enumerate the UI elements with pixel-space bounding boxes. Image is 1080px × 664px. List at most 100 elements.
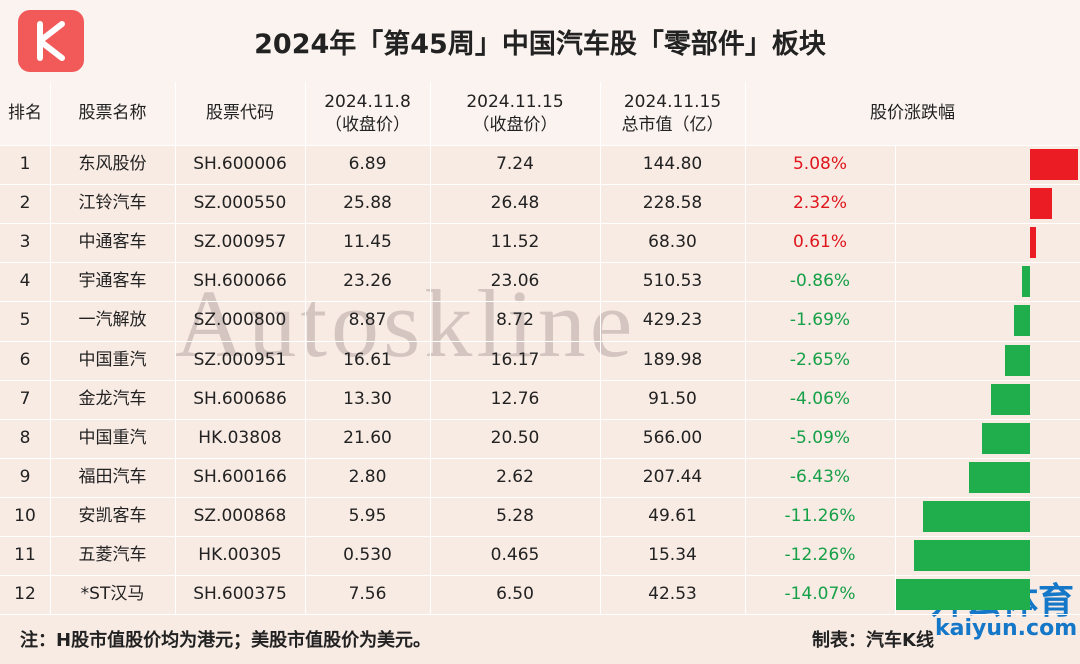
table-cell: 26.48 — [490, 193, 540, 214]
site-watermark: kaiyun.com — [935, 616, 1078, 641]
row-divider — [0, 145, 1080, 146]
column-divider — [175, 82, 176, 614]
row-divider — [0, 536, 1080, 537]
table-cell: 6.50 — [496, 584, 534, 605]
change-bar — [1004, 344, 1030, 376]
change-bar — [1013, 305, 1030, 337]
title-bar — [0, 0, 1080, 82]
table-cell: 福田汽车 — [78, 466, 147, 487]
row-divider — [0, 184, 1080, 186]
table-cell: SH.600006 — [193, 154, 287, 175]
header-text: 2024.11.15 — [466, 91, 564, 112]
column-divider — [600, 82, 601, 614]
column-header: 股价涨跌幅 — [745, 82, 1080, 145]
table-cell: 7 — [19, 388, 31, 409]
table-cell: 1 — [19, 154, 31, 175]
table-cell: 3 — [19, 232, 31, 253]
table-cell: 91.50 — [648, 388, 697, 409]
row-divider — [0, 575, 1080, 577]
table-cell: 安凯客车 — [78, 505, 147, 526]
table-cell: 6 — [19, 349, 31, 370]
watermark: Autoskline — [175, 270, 637, 377]
column-divider — [50, 82, 51, 614]
table-cell: 189.98 — [642, 349, 703, 370]
table-cell: 429.23 — [642, 310, 703, 331]
header-text: 2024.11.15 — [623, 91, 722, 112]
header-text: 总市值（亿） — [621, 114, 724, 135]
row-divider — [0, 379, 1080, 381]
change-label: 2.32% — [792, 193, 847, 214]
header-text: 股票名称 — [78, 103, 147, 124]
column-divider — [745, 82, 746, 614]
change-bar — [923, 500, 1030, 532]
change-label: 5.08% — [792, 154, 847, 175]
change-bar — [913, 540, 1030, 572]
header-text: 股价涨跌幅 — [870, 103, 955, 124]
table-cell: 15.34 — [648, 545, 697, 566]
table-cell: 8 — [19, 427, 31, 448]
logo — [18, 10, 84, 72]
column-header: 2024.11.15 （收盘价） — [430, 82, 600, 145]
column-header: 2024.11.15 总市值（亿） — [600, 82, 745, 145]
table-cell: 25.88 — [343, 193, 392, 214]
table-cell: 49.61 — [648, 505, 697, 526]
table-cell: 2 — [19, 193, 31, 214]
header-row — [0, 82, 1080, 145]
column-divider — [430, 82, 431, 614]
change-label: -11.26% — [784, 505, 856, 526]
change-label: -0.86% — [789, 271, 851, 292]
row-divider — [0, 418, 1080, 420]
column-divider — [305, 82, 306, 614]
table-cell: 21.60 — [343, 427, 392, 448]
change-label: -12.26% — [784, 545, 856, 566]
table-cell: 8.87 — [348, 310, 387, 331]
column-header: 股票名称 — [50, 82, 175, 145]
change-bar — [1021, 266, 1030, 298]
change-bar — [896, 579, 1030, 611]
table-cell: SH.600066 — [193, 271, 287, 292]
table-cell: 5 — [19, 310, 31, 331]
table-cell: 中国重汽 — [78, 349, 147, 370]
change-label: -5.09% — [789, 427, 851, 448]
header-text: 2024.11.8 — [324, 91, 411, 112]
change-label: -2.65% — [789, 349, 851, 370]
table-cell: 五菱汽车 — [78, 545, 147, 566]
footer-note: 注：H股市值股价均为港元；美股市值股价为美元。 — [20, 630, 432, 651]
table-cell: 42.53 — [648, 584, 697, 605]
row-divider — [0, 223, 1080, 225]
row-divider — [0, 262, 1080, 264]
table-cell: 10 — [14, 505, 36, 526]
table-cell: SZ.000800 — [193, 310, 287, 331]
table-cell: HK.00305 — [198, 545, 282, 566]
table-cell: 5.28 — [496, 505, 534, 526]
header-text: 排名 — [8, 103, 42, 124]
table-cell: HK.03808 — [198, 427, 282, 448]
table-cell: 一汽解放 — [78, 310, 147, 331]
row-divider — [0, 614, 1080, 616]
table-cell: 11.52 — [490, 232, 540, 253]
table-cell: 0.530 — [343, 545, 392, 566]
table-cell: 16.17 — [490, 349, 540, 370]
table-cell: 宇通客车 — [78, 271, 147, 292]
table-cell: 7.56 — [348, 584, 387, 605]
row-divider — [0, 457, 1080, 459]
table-cell: 68.30 — [648, 232, 697, 253]
column-header: 排名 — [0, 82, 50, 145]
row-divider — [0, 301, 1080, 303]
table-cell: 144.80 — [642, 154, 703, 175]
table-cell: 228.58 — [642, 193, 703, 214]
change-bar — [1030, 149, 1079, 181]
title: 2024年「第45周」中国汽车股「零部件」板块 — [254, 29, 826, 60]
header-text: （收盘价） — [472, 114, 558, 135]
table-cell: 4 — [19, 271, 31, 292]
table-cell: 7.24 — [496, 154, 534, 175]
table-cell: 8.72 — [496, 310, 534, 331]
table-cell: 12.76 — [490, 388, 540, 409]
change-label: -4.06% — [789, 388, 851, 409]
row-divider — [0, 496, 1080, 498]
column-header: 股票代码 — [175, 82, 305, 145]
table-cell: 6.89 — [348, 154, 387, 175]
table-cell: 中国重汽 — [78, 427, 147, 448]
change-bar — [968, 461, 1030, 493]
